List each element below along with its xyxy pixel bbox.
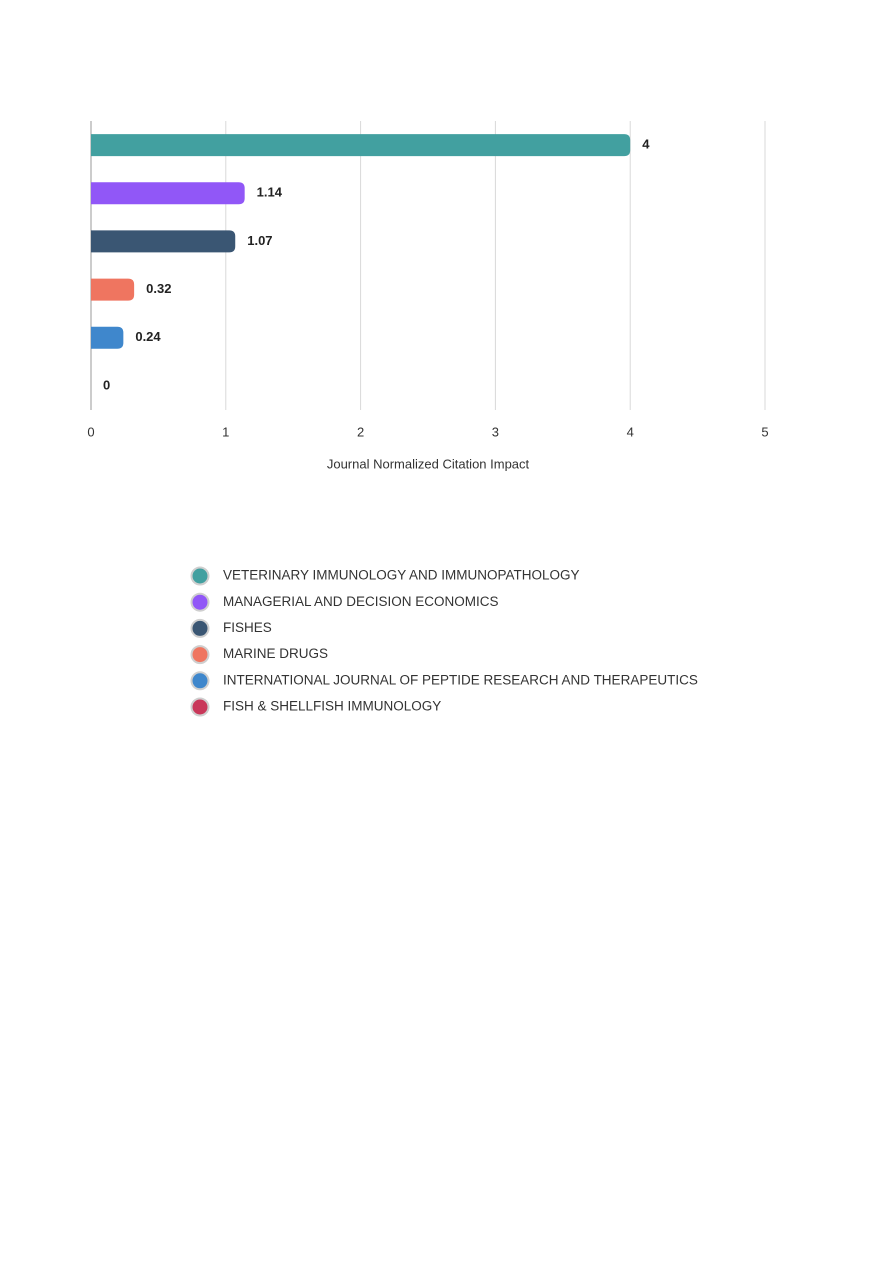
x-tick-label: 0 bbox=[87, 424, 94, 439]
value-label: 1.14 bbox=[257, 185, 283, 200]
bar bbox=[91, 326, 124, 349]
bar bbox=[91, 230, 236, 253]
value-label: 0.32 bbox=[146, 281, 171, 296]
x-tick-label: 1 bbox=[222, 424, 229, 439]
legend-label: MARINE DRUGS bbox=[223, 646, 328, 661]
legend-marker bbox=[190, 592, 210, 612]
bar bbox=[91, 182, 245, 205]
legend-label: FISHES bbox=[223, 620, 272, 635]
x-tick-label: 2 bbox=[357, 424, 364, 439]
value-label: 0 bbox=[103, 377, 110, 392]
legend-label: MANAGERIAL AND DECISION ECONOMICS bbox=[223, 594, 499, 609]
legend-marker bbox=[190, 618, 210, 638]
x-tick-label: 3 bbox=[492, 424, 499, 439]
value-label: 1.07 bbox=[247, 233, 272, 248]
x-tick-label: 4 bbox=[627, 424, 634, 439]
legend-label: INTERNATIONAL JOURNAL OF PEPTIDE RESEARC… bbox=[223, 672, 698, 687]
legend-marker bbox=[190, 671, 210, 691]
legend-label: VETERINARY IMMUNOLOGY AND IMMUNOPATHOLOG… bbox=[223, 568, 580, 583]
x-axis-label: Journal Normalized Citation Impact bbox=[327, 456, 530, 471]
bar bbox=[91, 134, 631, 157]
legend-marker bbox=[190, 645, 210, 665]
bar bbox=[91, 278, 135, 301]
value-label: 4 bbox=[642, 137, 650, 152]
legend-label: FISH & SHELLFISH IMMUNOLOGY bbox=[223, 699, 441, 714]
legend-marker bbox=[190, 566, 210, 586]
legend-marker bbox=[190, 697, 210, 717]
value-label: 0.24 bbox=[135, 329, 161, 344]
x-tick-label: 5 bbox=[761, 424, 768, 439]
